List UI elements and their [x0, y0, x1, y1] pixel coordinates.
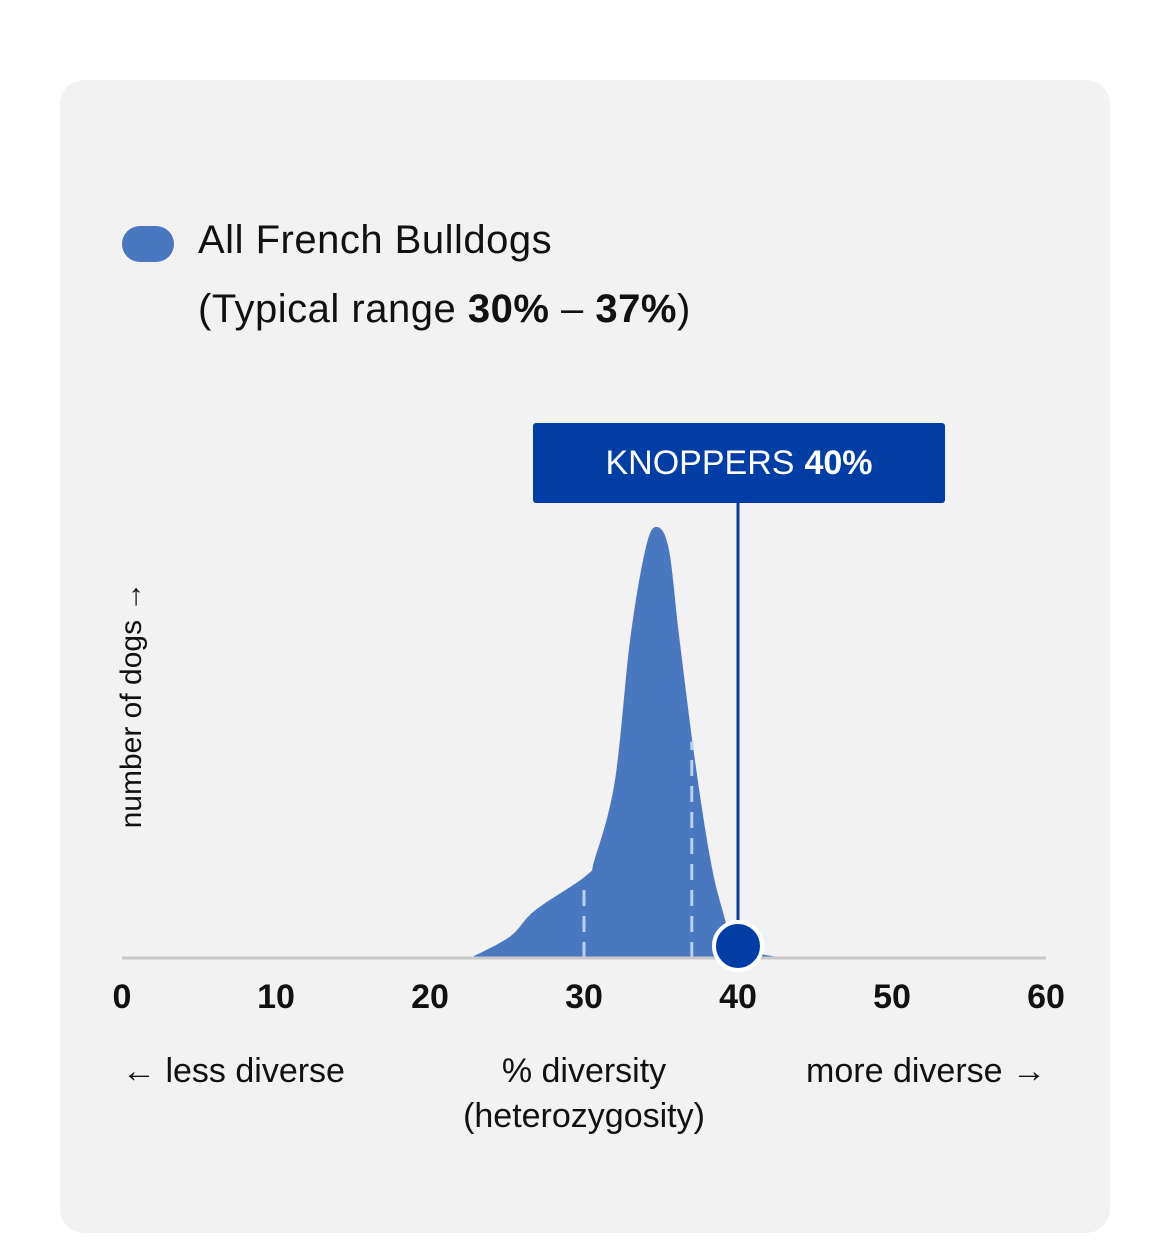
- x-tick-label: 0: [112, 978, 132, 1016]
- less-diverse-caption: ← less diverse: [122, 1052, 345, 1090]
- legend-label: All French Bulldogs: [198, 218, 553, 262]
- x-tick-label: 60: [1027, 978, 1065, 1016]
- dog-marker-label: KNOPPERS 40%: [533, 423, 945, 503]
- x-tick-label: 30: [565, 978, 603, 1016]
- x-tick-label: 10: [257, 978, 295, 1016]
- x-axis-label-sub: (heterozygosity): [463, 1097, 705, 1135]
- x-tick-label: 50: [873, 978, 911, 1016]
- y-axis-label: number of dogs →: [115, 581, 148, 829]
- x-axis-label: % diversity: [501, 1052, 667, 1090]
- x-tick-label: 20: [411, 978, 449, 1016]
- chart-card: [60, 80, 1110, 1233]
- legend-range: (Typical range 30% – 37%): [198, 287, 691, 331]
- legend-swatch: [122, 226, 174, 262]
- x-tick-label: 40: [719, 978, 757, 1016]
- marker-dot: [712, 920, 764, 972]
- distribution-area: [470, 527, 786, 958]
- more-diverse-caption: more diverse →: [806, 1052, 1046, 1090]
